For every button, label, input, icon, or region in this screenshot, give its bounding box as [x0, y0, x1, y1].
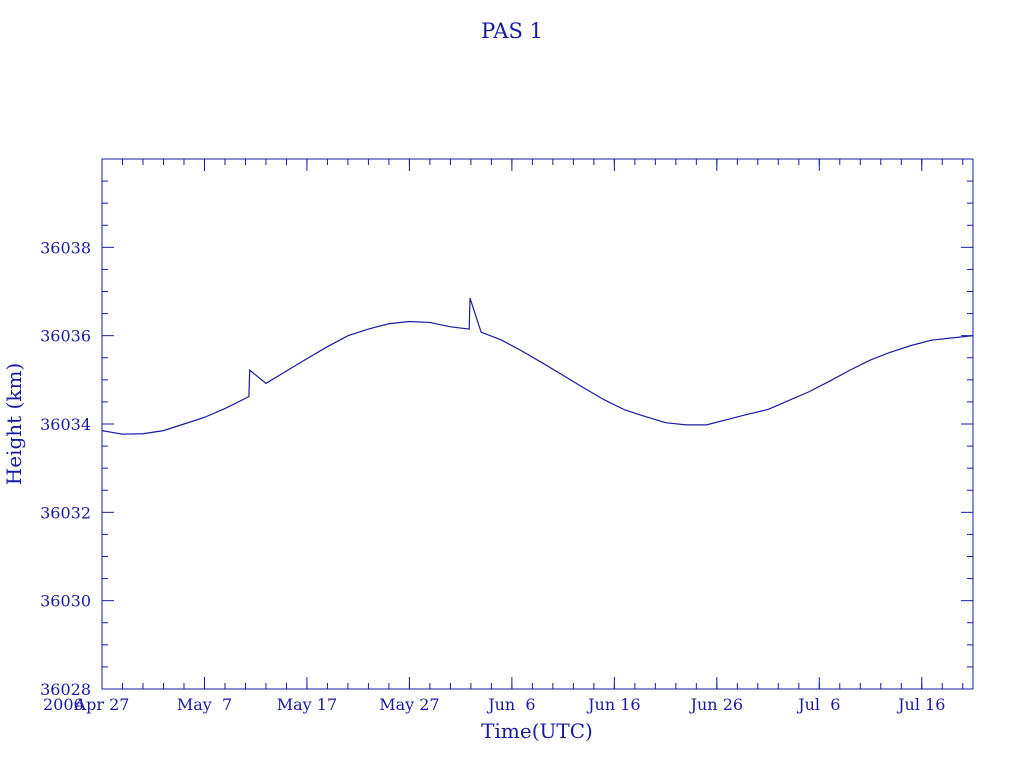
y-tick-label: 36036 [40, 327, 91, 346]
x-tick-label: May 27 [379, 695, 439, 714]
x-tick-label: Jul 16 [896, 695, 945, 714]
height-series-line [101, 297, 974, 435]
y-axis-title: Height (km) [2, 363, 26, 485]
x-tick-label: May 17 [277, 695, 337, 714]
x-tick-label: Jun 26 [689, 695, 743, 714]
y-tick-label: 36034 [40, 415, 91, 434]
plot-frame [101, 158, 974, 690]
x-tick-label: Jul 6 [796, 695, 840, 714]
chart-title: PAS 1 [481, 19, 543, 43]
x-tick-label: May 7 [177, 695, 232, 714]
y-axis-ticks: 36028 36030 36032 36034 36036 36038 [40, 158, 973, 699]
x-axis-start-label: 2006 [43, 695, 84, 714]
x-axis-ticks: Apr 27 May 7 May 17 May 27 Jun 6 Jun 16 Jun 26… [74, 159, 964, 714]
x-tick-label: Jun 6 [486, 695, 535, 714]
y-tick-label: 36032 [40, 503, 91, 522]
y-tick-label: 36028 [40, 680, 91, 699]
series-layer [101, 297, 974, 435]
y-tick-label: 36038 [40, 238, 91, 257]
x-axis-title: Time(UTC) [481, 719, 593, 743]
x-tick-label: Jun 16 [586, 695, 640, 714]
y-tick-label: 36030 [40, 592, 91, 611]
x-tick-label: Apr 27 [74, 695, 130, 714]
